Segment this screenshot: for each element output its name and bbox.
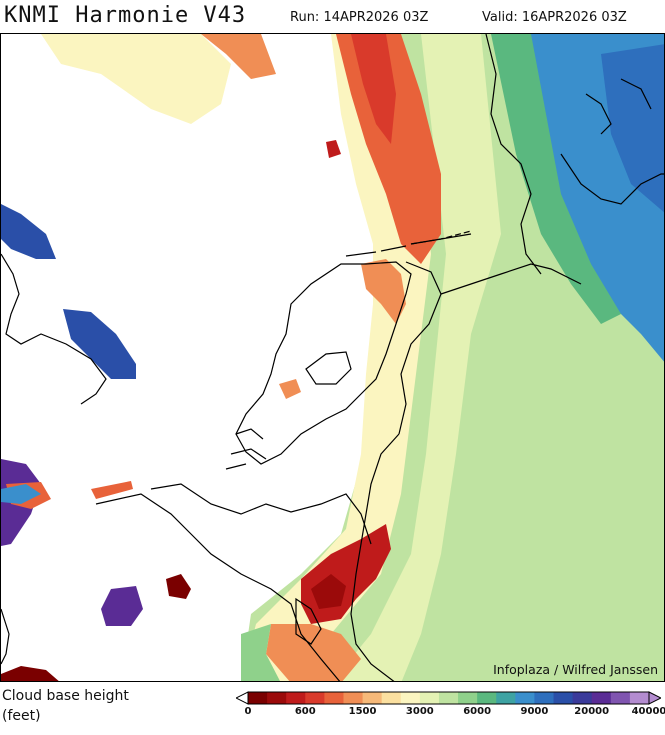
- scale-swatch: [324, 692, 344, 704]
- scale-tick-label: 40000: [631, 706, 665, 717]
- cloud-field-darkred-blob: [166, 574, 191, 599]
- german-border: [350, 433, 400, 681]
- scale-border: [247, 691, 650, 705]
- cloud-field-west-blue-1: [1, 204, 56, 259]
- scale-tick-label: 3000: [405, 706, 434, 717]
- cloud-field-sw-darkred: [1, 666, 59, 681]
- scale-arrow-left: [234, 691, 249, 705]
- uk-coast-east: [1, 253, 107, 405]
- scale-swatch: [343, 692, 364, 704]
- german-coast: [398, 261, 442, 435]
- scale-arrow-right: [648, 691, 663, 705]
- scale-swatch: [458, 692, 478, 704]
- scale-tick-label: 6000: [463, 706, 492, 717]
- scale-swatch: [515, 692, 535, 704]
- cloud-field-darkred-band: [351, 34, 396, 144]
- cloud-field-red-dot: [326, 140, 341, 158]
- map-canvas: [1, 34, 664, 681]
- scale-tick-label: 600: [294, 706, 316, 717]
- scandinavia-coast: [485, 34, 542, 275]
- zeeland-islands: [225, 428, 267, 470]
- cloud-field-lightgreen-strip: [332, 34, 501, 681]
- uk-coast-south: [1, 608, 10, 665]
- cloud-field-teal: [491, 34, 621, 324]
- scale-swatch: [553, 692, 574, 704]
- cloud-field-south-darkred: [311, 574, 346, 609]
- legend-title-line1: Cloud base height: [2, 688, 129, 704]
- valid-time: Valid: 16APR2026 03Z: [482, 10, 627, 25]
- scale-swatch: [267, 692, 287, 704]
- coastlines: [1, 34, 664, 681]
- danish-coast: [560, 153, 664, 205]
- legend-title: Cloud base height (feet): [2, 686, 177, 726]
- scale-swatch: [629, 692, 650, 704]
- color-scale-bar: [234, 691, 663, 705]
- scale-swatch: [496, 692, 516, 704]
- scale-tick-label: 20000: [574, 706, 610, 717]
- scale-swatch: [362, 692, 383, 704]
- scale-swatch: [572, 692, 593, 704]
- luxembourg-border: [295, 597, 322, 645]
- belgian-border: [150, 483, 372, 545]
- scale-swatch: [591, 692, 612, 704]
- cloud-field-coast-orange: [361, 259, 406, 324]
- color-scale: 0 600 1500 3000 6000 9000 20000 40000: [234, 690, 665, 728]
- german-inland: [440, 263, 582, 295]
- scale-swatch: [534, 692, 555, 704]
- scale-swatch: [381, 692, 402, 704]
- denmark-islands: [585, 78, 652, 135]
- cloud-field-darkblue: [601, 44, 664, 213]
- legend-title-line2: (feet): [2, 708, 41, 724]
- scale-swatch: [286, 692, 306, 704]
- dutch-coastline: [235, 261, 412, 465]
- border-dashed: [410, 230, 472, 245]
- legend-footer: Cloud base height (feet) 0 600 1500 3000 600…: [0, 682, 665, 735]
- cloud-field-nw-patch: [41, 34, 231, 124]
- cloud-field-orange-streak: [91, 481, 133, 499]
- scale-tick-label: 1500: [348, 706, 377, 717]
- cloud-field-lightyellow: [241, 34, 431, 681]
- run-time: Run: 14APR2026 03Z: [290, 10, 429, 25]
- scale-swatch: [438, 692, 459, 704]
- scale-swatch: [419, 692, 440, 704]
- ijsselmeer: [305, 351, 352, 385]
- map-title: KNMI Harmonie V43: [4, 3, 247, 28]
- cloud-field-south-orange: [266, 624, 361, 681]
- scale-swatch: [610, 692, 631, 704]
- scale-tick-label: 9000: [520, 706, 549, 717]
- scale-swatch: [477, 692, 497, 704]
- cloud-field-small-orange: [279, 379, 301, 399]
- cloud-field-sw-blue-strip: [1, 484, 41, 504]
- cloud-field-nw-orange: [201, 34, 276, 79]
- scale-swatch: [305, 692, 325, 704]
- weather-map: Infoplaza / Wilfred Janssen: [0, 33, 665, 682]
- cloud-field-west-blue-2: [63, 309, 136, 379]
- cloud-field-purple-blob: [101, 586, 143, 626]
- scale-tick-label: 0: [244, 706, 252, 717]
- cloud-field-south-green: [241, 624, 280, 681]
- map-credit: Infoplaza / Wilfred Janssen: [493, 662, 658, 677]
- scale-swatch: [248, 692, 268, 704]
- cloud-field-red-band: [336, 34, 441, 264]
- scale-swatch: [400, 692, 421, 704]
- header: KNMI Harmonie V43 Run: 14APR2026 03Z Val…: [0, 0, 665, 33]
